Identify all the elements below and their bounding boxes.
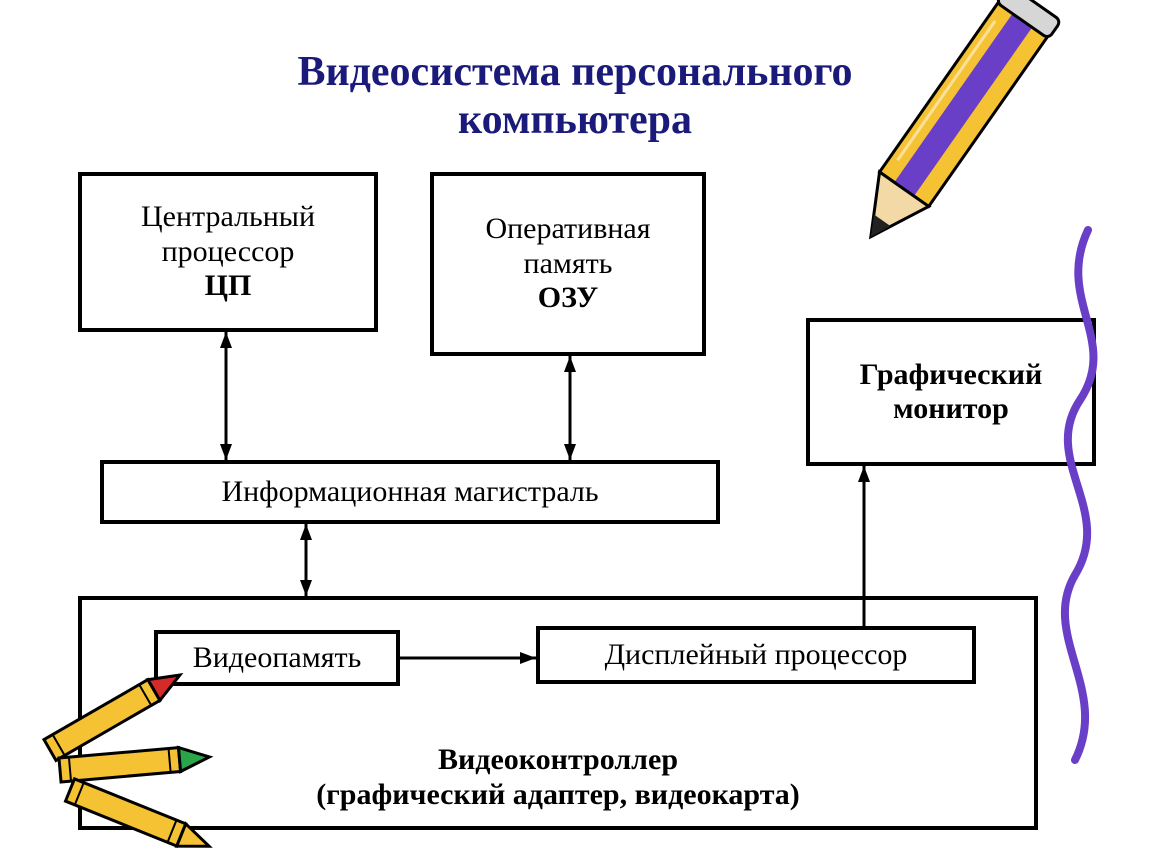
ram-line2: память (524, 247, 613, 282)
node-ram: Оперативная память ОЗУ (430, 172, 706, 356)
videomem-label: Видеопамять (193, 641, 362, 676)
dispproc-label: Дисплейный процессор (605, 638, 908, 673)
node-cpu: Центральный процессор ЦП (78, 172, 378, 332)
ram-line3: ОЗУ (538, 281, 598, 316)
monitor-line2: монитор (893, 392, 1009, 427)
bus-label: Информационная магистраль (221, 475, 598, 510)
node-videomemory: Видеопамять (154, 630, 400, 686)
controller-label-line2: (графический адаптер, видеокарта) (82, 778, 1034, 813)
node-monitor: Графический монитор (806, 318, 1096, 466)
cpu-line3: ЦП (205, 269, 252, 304)
squiggle-decoration (1065, 230, 1094, 760)
ram-line1: Оперативная (485, 212, 650, 247)
cpu-line2: процессор (162, 235, 295, 270)
cpu-line1: Центральный (141, 200, 315, 235)
controller-label-line1: Видеоконтроллер (82, 743, 1034, 778)
monitor-line1: Графический (860, 358, 1043, 393)
diagram-title: Видеосистема персонального компьютера (190, 48, 960, 144)
node-display-processor: Дисплейный процессор (536, 626, 976, 684)
node-bus: Информационная магистраль (100, 460, 720, 524)
